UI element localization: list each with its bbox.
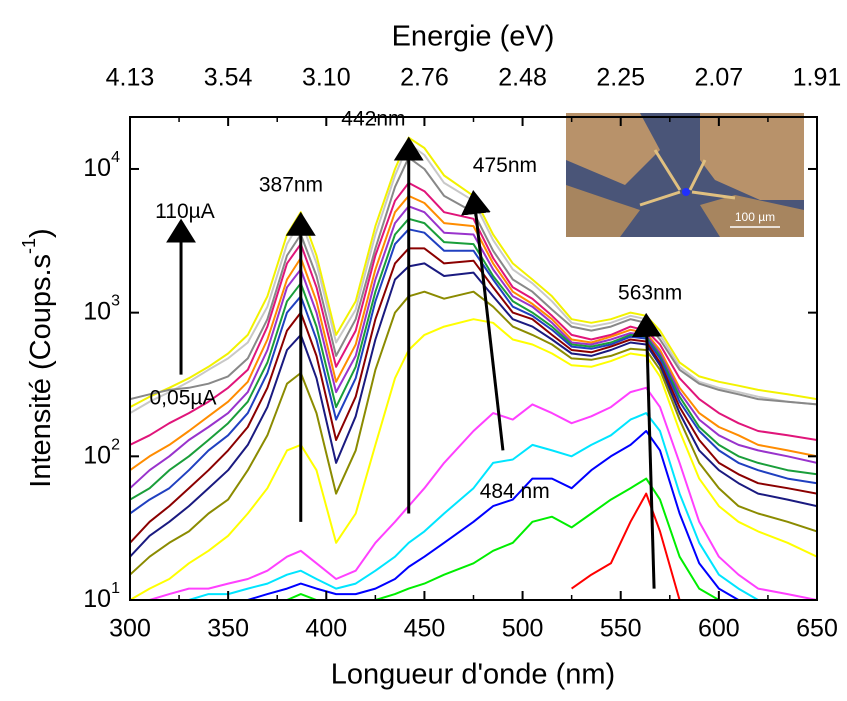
spectrum-line	[130, 247, 817, 544]
spectrum-line	[130, 477, 817, 600]
x-tick-label: 450	[404, 615, 446, 643]
x2-tick-label: 2.25	[596, 64, 645, 92]
spectrum-line	[130, 205, 817, 489]
y-tick-label: 103	[83, 293, 120, 325]
y-axis-title-main: Intensité (Coups.s	[25, 254, 57, 488]
x2-tick-label: 1.91	[793, 64, 842, 92]
x2-tick-label: 4.13	[106, 64, 155, 92]
y-axis-title-sup: -1	[19, 238, 39, 254]
spectrum-line	[130, 217, 817, 501]
plot-area	[130, 136, 817, 600]
y-tick-label: 104	[83, 149, 120, 181]
x2-tick-label: 3.54	[204, 64, 253, 92]
spectrum-line	[130, 430, 817, 600]
pad	[700, 113, 804, 200]
y-tick-exponent: 1	[111, 580, 120, 597]
pad	[566, 113, 660, 185]
annotation: 387nm	[259, 174, 323, 197]
arrow	[631, 312, 662, 589]
y-tick-exponent: 4	[111, 149, 120, 166]
annotation: 475nm	[473, 154, 537, 177]
spectrum-line	[130, 156, 817, 406]
y-tick-label: 101	[83, 580, 120, 612]
y-tick-base: 10	[83, 441, 111, 469]
spectrum-line	[130, 136, 817, 408]
arrow	[460, 190, 505, 451]
top-axis-title: Energie (eV)	[392, 21, 555, 53]
y-tick-base: 10	[83, 585, 111, 613]
y-tick-exponent: 3	[111, 293, 120, 310]
x-tick-label: 300	[109, 615, 151, 643]
x2-tick-label: 2.76	[400, 64, 449, 92]
annotation: 0,05µA	[150, 387, 217, 410]
spectrum-line	[571, 492, 681, 600]
spectrum-line	[130, 290, 817, 576]
spectrum-line	[130, 181, 817, 446]
annotation: 442nm	[341, 107, 405, 130]
annotation: 110µA	[155, 200, 215, 223]
y-tick-label: 102	[83, 437, 120, 469]
scale-bar-label: 100 µm	[735, 210, 775, 224]
x-tick-label: 400	[305, 615, 347, 643]
x-tick-label: 650	[796, 615, 838, 643]
spectrum-line	[130, 194, 817, 472]
x2-tick-label: 2.48	[498, 64, 547, 92]
y-tick-base: 10	[83, 297, 111, 325]
x-tick-label: 550	[600, 615, 642, 643]
spectrum-line	[130, 142, 817, 414]
x-tick-label: 350	[207, 615, 249, 643]
y-tick-base: 10	[83, 154, 111, 182]
spectrum-line	[130, 262, 817, 558]
y-axis-title: Intensité (Coups.s-1)	[19, 228, 57, 487]
spectrum-line	[130, 386, 817, 600]
x-tick-label: 600	[698, 615, 740, 643]
x-axis-title: Longueur d'onde (nm)	[331, 659, 615, 691]
y-axis-title-end: )	[25, 228, 57, 238]
device	[682, 188, 690, 196]
x2-tick-label: 2.07	[695, 64, 744, 92]
spectrum-line	[130, 228, 817, 515]
x2-tick-label: 3.10	[302, 64, 351, 92]
spectrum-line	[130, 412, 817, 600]
annotation: 563nm	[618, 281, 682, 304]
annotation: 484 nm	[480, 480, 550, 503]
y-tick-exponent: 2	[111, 437, 120, 454]
inset-photo: 100 µm	[566, 113, 804, 237]
electrode	[639, 149, 736, 207]
spectrum-line	[130, 318, 817, 600]
x-tick-label: 500	[502, 615, 544, 643]
pad	[566, 185, 640, 237]
